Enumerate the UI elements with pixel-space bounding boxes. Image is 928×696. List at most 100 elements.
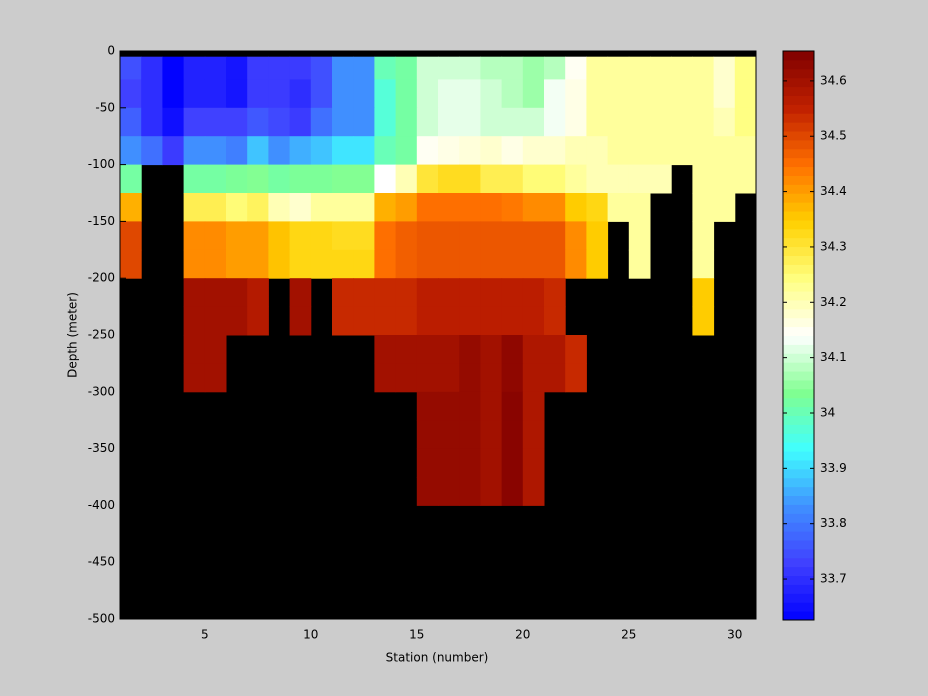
heatmap-cell xyxy=(628,136,651,166)
heatmap-cell xyxy=(353,306,375,336)
heatmap-cell xyxy=(459,136,481,166)
heatmap-cell xyxy=(438,164,460,194)
heatmap-cell xyxy=(416,136,439,166)
colorbar-swatch xyxy=(783,477,814,488)
heatmap-cell xyxy=(438,278,460,308)
heatmap-cell xyxy=(268,56,291,80)
heatmap-cell xyxy=(416,420,439,450)
heatmap-cell xyxy=(501,249,524,279)
heatmap-cell xyxy=(480,107,503,137)
heatmap-cell xyxy=(459,56,481,80)
heatmap-cell xyxy=(438,335,460,364)
heatmap-cell xyxy=(480,249,503,279)
heatmap-cell xyxy=(459,420,481,450)
heatmap-cell xyxy=(544,249,566,279)
colorbar-swatch xyxy=(783,184,814,194)
heatmap-cell xyxy=(416,391,439,421)
colorbar-tick-label: 34.1 xyxy=(820,350,847,364)
heatmap-cell xyxy=(416,363,439,393)
heatmap-cell xyxy=(226,79,248,109)
heatmap-cell xyxy=(416,249,439,279)
colorbar-swatch xyxy=(783,397,814,408)
heatmap-cell xyxy=(565,363,587,393)
heatmap-cell xyxy=(565,107,587,137)
colorbar-tick-label: 34.3 xyxy=(820,239,847,253)
colorbar-swatch xyxy=(783,308,814,319)
heatmap-cell xyxy=(332,79,354,109)
heatmap-cell xyxy=(120,164,142,194)
heatmap-cell xyxy=(289,164,312,194)
heatmap-cell xyxy=(713,56,736,80)
heatmap-cell xyxy=(586,136,609,166)
heatmap-cell xyxy=(565,164,587,194)
heatmap-cell xyxy=(374,278,397,308)
colorbar-swatch xyxy=(783,211,814,221)
heatmap-cell xyxy=(650,107,672,137)
heatmap-cell xyxy=(459,306,481,336)
heatmap-cell xyxy=(395,335,418,364)
heatmap-cell xyxy=(628,193,651,222)
y-tick-label: -50 xyxy=(95,100,115,114)
heatmap-cell xyxy=(183,306,206,336)
heatmap-cell xyxy=(692,193,715,222)
heatmap-cell xyxy=(501,448,524,478)
heatmap-cell xyxy=(607,136,630,166)
heatmap-cell xyxy=(332,164,354,194)
x-tick-label: 10 xyxy=(303,628,318,642)
heatmap-cell xyxy=(120,56,142,80)
heatmap-cell xyxy=(374,249,397,279)
heatmap-cell xyxy=(204,107,227,137)
y-tick-label: -450 xyxy=(88,555,115,569)
heatmap-cell xyxy=(522,448,545,478)
heatmap-cell xyxy=(416,278,439,308)
heatmap-cell xyxy=(501,136,524,166)
heatmap-cell xyxy=(310,79,333,109)
heatmap-cell xyxy=(332,56,354,80)
heatmap-cell xyxy=(607,107,630,137)
y-tick-label: -500 xyxy=(88,612,115,626)
heatmap-cell xyxy=(395,79,418,109)
heatmap-cell xyxy=(310,56,333,80)
heatmap-cell xyxy=(501,107,524,137)
heatmap-cell xyxy=(544,193,566,222)
colorbar-swatch xyxy=(783,486,814,497)
colorbar-swatch xyxy=(783,548,814,559)
colorbar-swatch xyxy=(783,157,814,168)
heatmap-cell xyxy=(438,477,460,506)
heatmap-cell xyxy=(162,56,185,80)
heatmap-cell xyxy=(374,136,397,166)
heatmap-cell xyxy=(120,249,142,279)
heatmap-cell xyxy=(480,420,503,450)
heatmap-cell xyxy=(162,79,185,109)
heatmap-cell xyxy=(522,221,545,251)
heatmap-cell xyxy=(607,164,630,194)
heatmap-cell xyxy=(374,164,397,194)
heatmap-cell xyxy=(692,249,715,279)
heatmap-cell xyxy=(416,56,439,80)
heatmap-cell xyxy=(522,278,545,308)
colorbar-swatch xyxy=(783,282,814,292)
heatmap-cell xyxy=(713,79,736,109)
colorbar-swatch xyxy=(783,148,814,159)
heatmap-cell xyxy=(628,164,651,194)
colorbar-swatch xyxy=(783,451,814,461)
heatmap-cell xyxy=(607,56,630,80)
heatmap-cell xyxy=(522,391,545,421)
heatmap-cell xyxy=(438,221,460,251)
heatmap-cell xyxy=(586,164,609,194)
heatmap-cell xyxy=(416,448,439,478)
heatmap-cell xyxy=(310,136,333,166)
colorbar-swatch xyxy=(783,175,814,185)
heatmap-cell xyxy=(459,107,481,137)
heatmap-cell xyxy=(522,193,545,222)
heatmap-cell xyxy=(501,477,524,506)
y-tick-label: -250 xyxy=(88,328,115,342)
heatmap-cell xyxy=(586,193,609,222)
colorbar-swatch xyxy=(783,131,814,141)
heatmap-cell xyxy=(459,335,481,364)
colorbar-swatch xyxy=(783,415,814,425)
heatmap-cell xyxy=(544,107,566,137)
heatmap-cell xyxy=(522,164,545,194)
heatmap-cell xyxy=(565,221,587,251)
colorbar-swatch xyxy=(783,442,814,452)
